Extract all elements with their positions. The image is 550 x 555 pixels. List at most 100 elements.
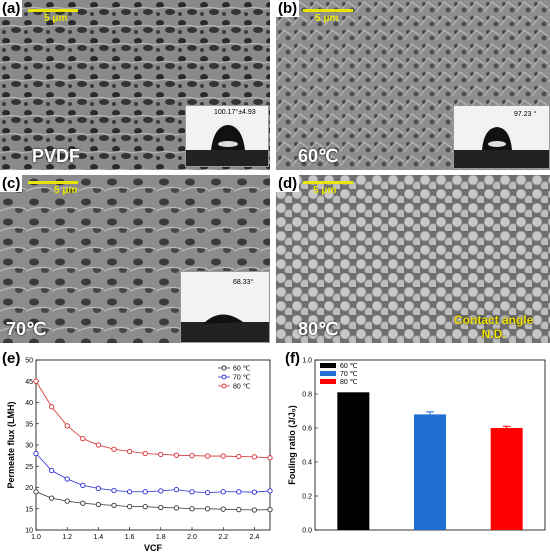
data-point-e <box>126 489 133 495</box>
contact-angle-note-line2: N.D. <box>481 327 506 341</box>
bar-f <box>490 428 523 530</box>
y-tick-label-e: 50 <box>25 358 33 365</box>
data-point-e <box>48 404 55 410</box>
data-point-e <box>64 476 70 482</box>
y-tick-label-e: 20 <box>25 485 33 492</box>
data-point-e <box>142 503 148 510</box>
bar-f <box>414 414 446 530</box>
data-point-e <box>189 489 195 495</box>
y-tick-label-e: 10 <box>25 528 33 535</box>
y-tick-label-f: 1.0 <box>302 358 312 365</box>
legend-marker-e <box>221 374 227 380</box>
x-tick-label-e: 1.2 <box>62 534 72 541</box>
data-point-e <box>236 453 242 460</box>
data-point-e <box>80 482 86 489</box>
contact-angle-note-d: Contact angle N.D. <box>454 313 533 341</box>
data-point-e <box>204 453 211 459</box>
data-point-e <box>204 506 211 512</box>
series-line-e <box>35 453 271 494</box>
data-point-e <box>158 451 164 458</box>
data-point-e <box>95 501 102 508</box>
panel-label-e: (e) <box>0 350 23 367</box>
x-tick-label-e: 1.8 <box>156 534 166 541</box>
droplet-image-b <box>454 127 549 168</box>
y-tick-label-f: 0.2 <box>302 494 312 501</box>
data-point-e <box>126 448 133 455</box>
legend-swatch-f <box>320 371 336 376</box>
data-point-e <box>204 489 211 496</box>
fouling-ratio-chart: 0.0 0.2 0.4 0.6 0.8 1.0 Fouling ratio (J/J₀) 60… <box>287 358 546 535</box>
sample-tag-d: 80℃ <box>298 319 339 339</box>
data-point-e <box>236 489 242 495</box>
y-tick-label-e: 30 <box>25 443 33 450</box>
data-point-e <box>189 506 195 512</box>
data-point-e <box>173 452 180 458</box>
scale-text-d: 5 μm <box>313 185 337 196</box>
data-point-e <box>251 489 258 495</box>
sem-panel-c: 5 μm 68.33° 70℃ <box>0 175 270 343</box>
y-axis-title-e: Permeate flux (LMH) <box>6 401 16 488</box>
scale-bar-d <box>303 181 353 184</box>
sem-image-d <box>276 175 550 343</box>
data-point-e <box>189 452 195 459</box>
data-point-e <box>142 489 148 495</box>
y-tick-label-e: 45 <box>25 379 33 386</box>
sem-panel-d: 5 μm 80℃ Contact angle N.D. <box>276 175 550 343</box>
droplet-image-a <box>186 125 268 166</box>
legend-label-f: 80 ℃ <box>340 379 358 386</box>
legend-label-f: 70 ℃ <box>340 371 358 378</box>
data-point-e <box>236 506 242 513</box>
contact-angle-c: 68.33° <box>233 279 254 286</box>
x-tick-label-e: 2.0 <box>187 534 197 541</box>
data-point-e <box>95 485 102 492</box>
data-point-e <box>251 507 258 513</box>
legend-marker-e <box>221 365 227 371</box>
contact-angle-inset-c: 68.33° <box>180 271 270 343</box>
y-tick-label-e: 35 <box>25 421 33 428</box>
data-point-e <box>111 446 117 452</box>
data-point-e <box>33 378 39 384</box>
y-tick-label-e: 15 <box>25 506 33 513</box>
panel-label-c: (c) <box>0 175 23 192</box>
contact-angle-inset-a: 100.17°±4.93 <box>185 105 269 167</box>
legend-marker-e <box>221 383 227 389</box>
panel-label-d: (d) <box>276 175 300 192</box>
data-point-e <box>80 500 86 506</box>
sample-tag-a: PVDF <box>32 146 81 166</box>
legend-label-e: 60 ℃ <box>233 366 251 373</box>
data-point-e <box>48 467 55 474</box>
data-point-e <box>267 488 273 494</box>
data-point-e <box>33 450 39 457</box>
data-point-e <box>220 453 226 459</box>
data-point-e <box>111 487 117 494</box>
data-point-e <box>267 506 273 513</box>
data-point-e <box>173 486 180 493</box>
data-point-e <box>111 502 117 509</box>
y-tick-label-e: 25 <box>25 464 33 471</box>
legend-swatch-f <box>320 363 336 368</box>
droplet-image-c <box>181 314 269 342</box>
y-tick-label-f: 0.4 <box>302 460 312 467</box>
data-point-e <box>220 506 226 512</box>
contact-angle-a: 100.17°±4.93 <box>214 109 256 116</box>
legend-label-e: 70 ℃ <box>233 375 251 382</box>
contact-angle-note-line1: Contact angle <box>454 313 534 327</box>
data-point-e <box>220 489 226 495</box>
scale-text-b: 5 μm <box>315 13 339 24</box>
y-tick-label-f: 0.6 <box>302 426 312 433</box>
series-line-e <box>35 381 271 459</box>
y-tick-label-f: 0.0 <box>302 528 312 535</box>
plot-frame-e <box>35 359 271 531</box>
scale-text-c: 5 μm <box>54 185 78 196</box>
panel-label-f: (f) <box>283 350 302 367</box>
data-point-e <box>142 450 148 457</box>
x-tick-label-e: 2.4 <box>250 534 260 541</box>
scale-bar-c <box>28 181 78 184</box>
sample-tag-c: 70℃ <box>6 319 47 339</box>
sem-panel-b: 5 μm 97.23 ° 60℃ <box>276 0 550 170</box>
x-tick-label-e: 1.0 <box>31 534 41 541</box>
legend-swatch-f <box>320 379 336 384</box>
panel-label-a: (a) <box>0 0 23 17</box>
x-tick-label-e: 2.2 <box>218 534 228 541</box>
y-tick-label-e: 40 <box>25 400 33 407</box>
